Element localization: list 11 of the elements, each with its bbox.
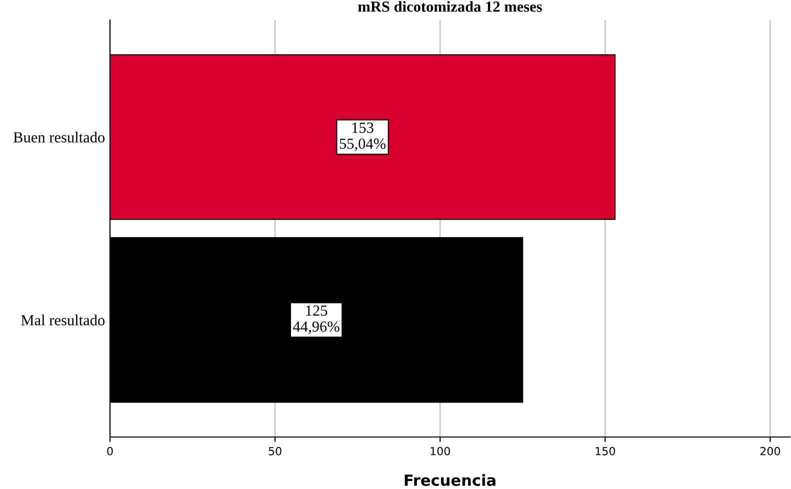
x-axis-title: Frecuencia [404, 474, 496, 486]
x-tick-label: 200 [760, 446, 780, 456]
x-tick-label: 150 [596, 446, 616, 456]
y-tick-label: Mal resultado [21, 314, 105, 326]
x-tick-label: 0 [107, 446, 113, 456]
y-tick-label: Buen resultado [14, 132, 105, 143]
data-label: 153 55,04% [340, 122, 386, 152]
x-tick-label: 100 [430, 446, 450, 456]
data-label: 125 44,96% [293, 306, 340, 334]
x-tick-label: 50 [268, 446, 282, 456]
chart-title: mRS dicotomizada 12 meses [358, 1, 542, 12]
